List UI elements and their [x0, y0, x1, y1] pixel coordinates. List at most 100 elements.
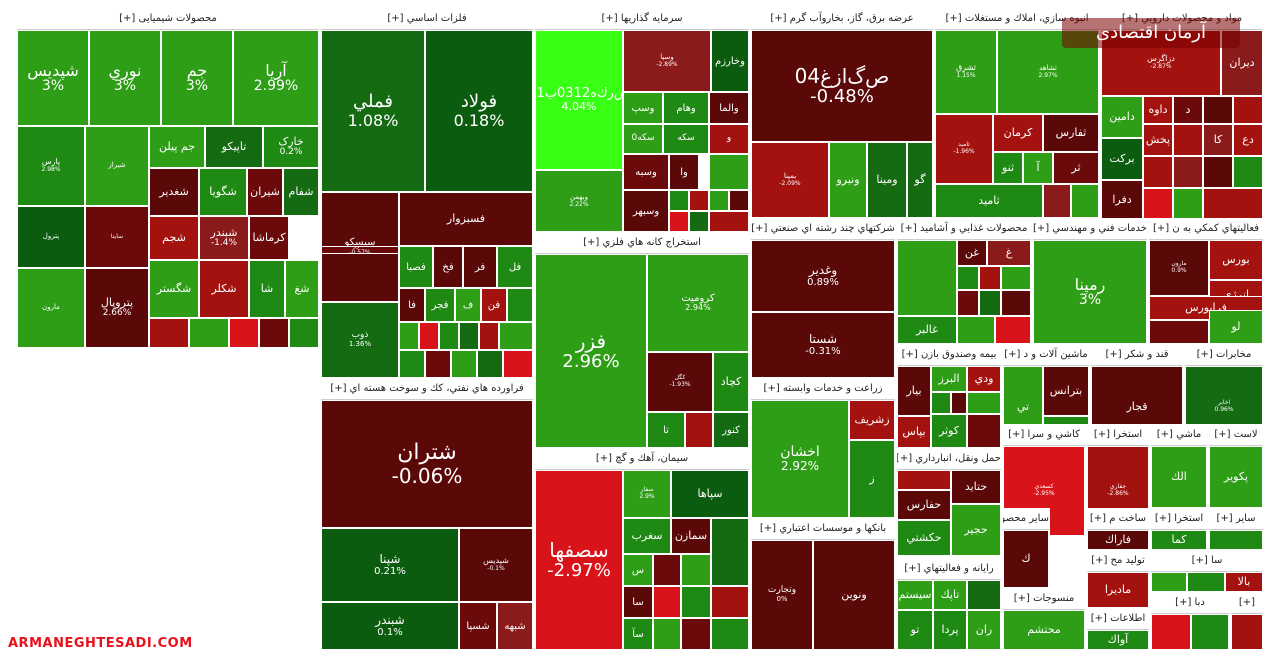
filler-tile[interactable] — [1173, 124, 1203, 156]
stock-tile[interactable]: حتاید — [951, 470, 1001, 504]
stock-tile[interactable]: دع — [1233, 124, 1263, 156]
stock-tile[interactable]: ك — [1003, 530, 1049, 588]
stock-tile[interactable]: پارس 2.98% — [17, 126, 85, 206]
stock-tile[interactable]: كرماشا — [249, 216, 289, 260]
stock-tile[interactable]: وتجارت 0% — [751, 540, 813, 650]
stock-tile[interactable]: و — [709, 124, 749, 154]
stock-tile[interactable]: وغدير 0.89% — [751, 240, 895, 312]
filler-tile[interactable] — [1143, 188, 1173, 220]
stock-tile[interactable]: شگستر — [149, 260, 199, 318]
sector-header[interactable]: اطلاعات [+] — [1087, 609, 1149, 630]
sector-header[interactable]: كاشي و سرا [+] — [1003, 425, 1085, 446]
stock-tile[interactable]: فزر 2.96% — [535, 254, 647, 448]
stock-tile[interactable]: كنور — [713, 412, 749, 448]
sector-header[interactable]: عرضه برق، گاز، بخاروآب گرم [+] — [751, 9, 933, 30]
stock-tile[interactable]: رمپنا 3% — [1033, 240, 1147, 344]
filler-tile[interactable] — [189, 318, 229, 348]
stock-tile[interactable]: آواك — [1087, 630, 1149, 650]
stock-tile[interactable]: بيار — [897, 366, 931, 416]
stock-tile[interactable]: تاپك — [933, 580, 967, 610]
filler-tile[interactable] — [897, 470, 951, 490]
filler-tile[interactable] — [419, 322, 439, 350]
stock-tile[interactable]: غن — [957, 240, 987, 266]
stock-tile[interactable]: بورس — [1209, 240, 1263, 280]
filler-tile[interactable] — [957, 316, 995, 344]
stock-tile[interactable]: ودي — [967, 366, 1001, 392]
stock-tile[interactable]: فجر — [425, 288, 455, 322]
stock-tile[interactable]: شيراز — [85, 126, 149, 206]
sector-header[interactable]: ماشين آلات و د [+] — [1003, 345, 1089, 366]
stock-tile[interactable]: ومينا — [867, 142, 907, 218]
filler-tile[interactable] — [459, 322, 479, 350]
stock-tile[interactable]: بپاس — [897, 416, 931, 448]
sector-header[interactable]: سيمان، آهك و گچ [+] — [535, 449, 749, 470]
filler-tile[interactable] — [1233, 156, 1263, 188]
stock-tile[interactable]: وهام — [663, 92, 709, 124]
stock-tile[interactable]: اخشان 2.92% — [751, 400, 849, 518]
stock-tile[interactable]: شجم — [149, 216, 199, 260]
sector-header[interactable]: بانكها و موسسات اعتباري [+] — [751, 519, 895, 540]
filler-tile[interactable] — [503, 350, 533, 378]
stock-tile[interactable]: ذوب 1.36% — [321, 302, 399, 378]
filler-tile[interactable] — [479, 322, 499, 350]
filler-tile[interactable] — [709, 211, 749, 232]
stock-tile[interactable]: شفام — [283, 168, 319, 216]
stock-tile[interactable]: تاپيكو — [205, 126, 263, 168]
sector-header[interactable]: استخرا [+] — [1151, 509, 1207, 530]
stock-tile[interactable]: سپاها — [671, 470, 749, 518]
stock-tile[interactable]: ثفارس — [1043, 114, 1099, 152]
filler-tile[interactable] — [729, 190, 749, 211]
stock-tile[interactable]: بركت — [1101, 138, 1143, 180]
stock-tile[interactable]: پتروپال 2.66% — [85, 268, 149, 348]
filler-tile[interactable] — [957, 290, 979, 316]
stock-tile[interactable]: شبهه — [497, 602, 533, 650]
sector-header[interactable]: سرمايه گذاريها [+] — [535, 9, 749, 30]
stock-tile[interactable]: فسبزوار — [399, 192, 533, 246]
filler-tile[interactable] — [499, 322, 533, 350]
stock-tile[interactable]: مادیرا — [1087, 572, 1149, 608]
filler-tile[interactable] — [1043, 184, 1071, 218]
stock-tile[interactable]: الك — [1151, 446, 1207, 508]
stock-tile[interactable]: فخوز-0.57% — [321, 246, 399, 254]
stock-tile[interactable]: وخارزم — [711, 30, 749, 92]
stock-tile[interactable]: غ — [987, 240, 1031, 266]
stock-tile[interactable]: كگل -1.93% — [647, 352, 713, 412]
filler-tile[interactable] — [1187, 572, 1225, 592]
stock-tile[interactable]: پردا — [933, 610, 967, 650]
stock-tile[interactable]: ساينا — [85, 206, 149, 268]
stock-tile[interactable]: بمپنا -2.09% — [751, 142, 829, 218]
filler-tile[interactable] — [1149, 320, 1209, 344]
sector-header[interactable]: رايانه و فعاليتهاي [+] — [897, 559, 1001, 580]
stock-tile[interactable]: ونوين — [813, 540, 895, 650]
filler-tile[interactable] — [1151, 614, 1191, 650]
stock-tile[interactable]: شكلر — [199, 260, 249, 318]
filler-tile[interactable] — [897, 240, 957, 316]
stock-tile[interactable]: حفارس — [897, 490, 951, 520]
stock-tile[interactable]: غالبر — [897, 316, 957, 344]
stock-tile[interactable]: شپدیس -0.1% — [459, 528, 533, 602]
stock-tile[interactable]: شيران — [247, 168, 283, 216]
stock-tile[interactable]: ثامید -1.96% — [935, 114, 993, 184]
filler-tile[interactable] — [689, 190, 709, 211]
stock-tile[interactable]: فن — [481, 288, 507, 322]
stock-tile[interactable]: ثر — [1053, 152, 1099, 184]
filler-tile[interactable] — [653, 618, 681, 650]
stock-tile[interactable]: بالا — [1225, 572, 1263, 592]
stock-tile[interactable]: كرمان — [993, 114, 1043, 152]
stock-tile[interactable]: كا — [1203, 124, 1233, 156]
stock-tile[interactable]: محتشم — [1003, 610, 1085, 650]
stock-tile[interactable]: سآ — [623, 618, 653, 650]
stock-tile[interactable]: ز — [849, 440, 895, 518]
filler-tile[interactable] — [1191, 614, 1229, 650]
stock-tile[interactable]: ونيرو — [829, 142, 867, 218]
stock-tile[interactable]: ف — [455, 288, 481, 322]
filler-tile[interactable] — [1203, 156, 1233, 188]
stock-tile[interactable]: والما — [709, 92, 749, 124]
stock-tile[interactable]: ران — [967, 610, 1001, 650]
filler-tile[interactable] — [1071, 184, 1099, 218]
filler-tile[interactable] — [399, 350, 425, 378]
stock-tile[interactable]: پخش — [1143, 124, 1173, 156]
sector-header[interactable]: زراعت و خدمات وابسته [+] — [751, 379, 895, 400]
sector-header[interactable]: دبا [+] — [1151, 593, 1229, 614]
sector-header[interactable]: منسوجات [+] — [1003, 589, 1085, 610]
